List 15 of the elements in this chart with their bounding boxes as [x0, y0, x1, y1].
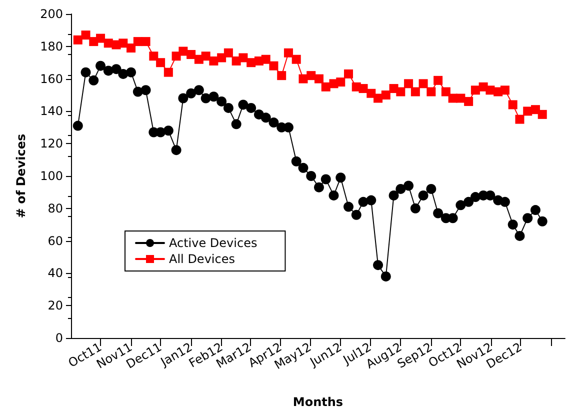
y-tick-label: 60: [48, 234, 63, 248]
y-tick-label: 200: [40, 7, 63, 21]
legend-label: Active Devices: [169, 236, 258, 250]
y-tick-label: 20: [48, 298, 63, 313]
y-axis-title: # of Devices: [14, 134, 28, 218]
x-axis-title: Months: [292, 395, 344, 409]
y-tick-label: 120: [40, 136, 63, 151]
y-tick-label: 100: [40, 169, 63, 183]
y-tick-label: 140: [40, 104, 63, 118]
legend-label: All Devices: [169, 252, 235, 266]
y-tick-label: 180: [40, 39, 63, 54]
y-tick-label: 40: [48, 266, 63, 280]
y-tick-label: 80: [48, 201, 63, 216]
y-tick-label: 160: [40, 72, 63, 86]
y-tick-label: 0: [55, 331, 63, 345]
